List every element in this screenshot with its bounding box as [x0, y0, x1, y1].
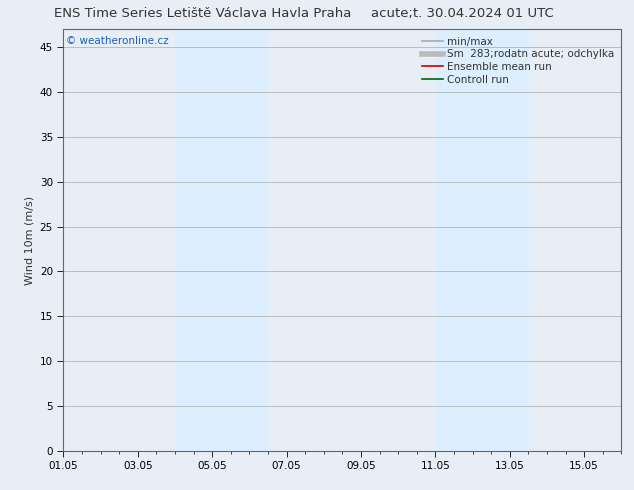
Legend: min/max, Sm  283;rodatn acute; odchylka, Ensemble mean run, Controll run: min/max, Sm 283;rodatn acute; odchylka, …	[420, 35, 616, 87]
Text: ENS Time Series Letiště Václava Havla Praha: ENS Time Series Letiště Václava Havla Pr…	[54, 7, 352, 21]
Y-axis label: Wind 10m (m/s): Wind 10m (m/s)	[24, 196, 34, 285]
Bar	[436, 29, 528, 451]
Text: acute;t. 30.04.2024 01 UTC: acute;t. 30.04.2024 01 UTC	[372, 7, 554, 21]
Bar	[175, 29, 268, 451]
Text: © weatheronline.cz: © weatheronline.cz	[66, 36, 169, 46]
